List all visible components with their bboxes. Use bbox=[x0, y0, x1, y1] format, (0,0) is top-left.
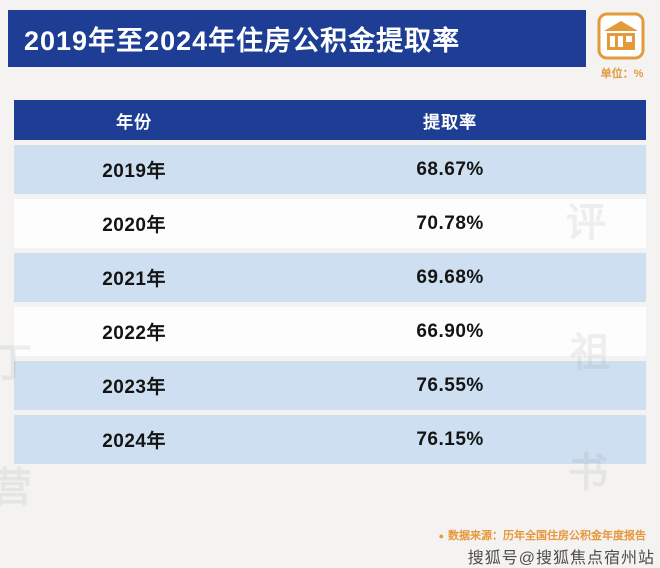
column-header-year: 年份 bbox=[14, 100, 255, 140]
table-row: 2020年 70.78% bbox=[14, 199, 646, 248]
data-source: ● 数据来源：历年全国住房公积金年度报告 bbox=[439, 527, 646, 543]
source-text: 数据来源：历年全国住房公积金年度报告 bbox=[448, 530, 646, 542]
year-cell: 2024年 bbox=[14, 415, 255, 464]
table-row: 2022年 66.90% bbox=[14, 307, 646, 356]
rate-cell: 66.90% bbox=[254, 307, 646, 356]
table-body: 2019年 68.67% 2020年 70.78% 2021年 69.68% 2022年 66… bbox=[14, 145, 646, 464]
unit-label: 单位：% bbox=[600, 68, 644, 80]
bottom-watermark: 搜狐号@搜狐焦点宿州站 bbox=[467, 550, 655, 567]
year-cell: 2019年 bbox=[14, 145, 255, 194]
header-icon-area: 单位：% bbox=[597, 12, 647, 81]
table-row: 2021年 69.68% bbox=[14, 253, 646, 302]
page-title: 2019年至2024年住房公积金提取率 bbox=[8, 10, 586, 67]
year-cell: 2020年 bbox=[14, 199, 255, 248]
withdrawal-rate-table: 年份 提取率 2019年 68.67% 2020年 70.78% 2021年 69.68%… bbox=[14, 95, 646, 469]
table-header-row: 年份 提取率 bbox=[14, 100, 646, 140]
table-row: 2019年 68.67% bbox=[14, 145, 646, 194]
year-cell: 2023年 bbox=[14, 361, 255, 410]
column-header-rate: 提取率 bbox=[254, 100, 646, 140]
rate-cell: 76.15% bbox=[254, 415, 646, 464]
rate-cell: 76.55% bbox=[254, 361, 646, 410]
rate-cell: 68.67% bbox=[254, 145, 646, 194]
table-row: 2024年 76.15% bbox=[14, 415, 646, 464]
table-row: 2023年 76.55% bbox=[14, 361, 646, 410]
house-icon bbox=[597, 12, 645, 60]
year-cell: 2022年 bbox=[14, 307, 255, 356]
rate-cell: 69.68% bbox=[254, 253, 646, 302]
year-cell: 2021年 bbox=[14, 253, 255, 302]
rate-cell: 70.78% bbox=[254, 199, 646, 248]
source-bullet-icon: ● bbox=[438, 531, 444, 541]
